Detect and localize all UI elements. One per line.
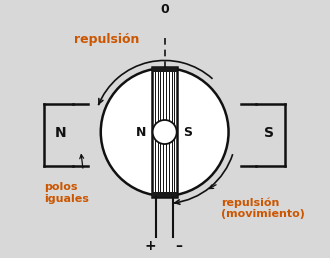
Bar (152, 67, 177, 197)
Text: S: S (264, 126, 274, 140)
Text: 0: 0 (160, 3, 169, 15)
Bar (152, 67, 177, 72)
Text: +: + (145, 239, 156, 253)
Circle shape (101, 68, 229, 196)
Text: polos
iguales: polos iguales (44, 182, 89, 204)
Circle shape (152, 120, 177, 144)
Bar (152, 67, 177, 197)
Text: –: – (176, 239, 183, 253)
Bar (152, 192, 177, 197)
Text: N: N (136, 126, 146, 139)
Text: N: N (55, 126, 66, 140)
Text: S: S (183, 126, 192, 139)
Text: repulsión: repulsión (75, 33, 140, 46)
Text: repulsión
(movimiento): repulsión (movimiento) (221, 197, 305, 219)
